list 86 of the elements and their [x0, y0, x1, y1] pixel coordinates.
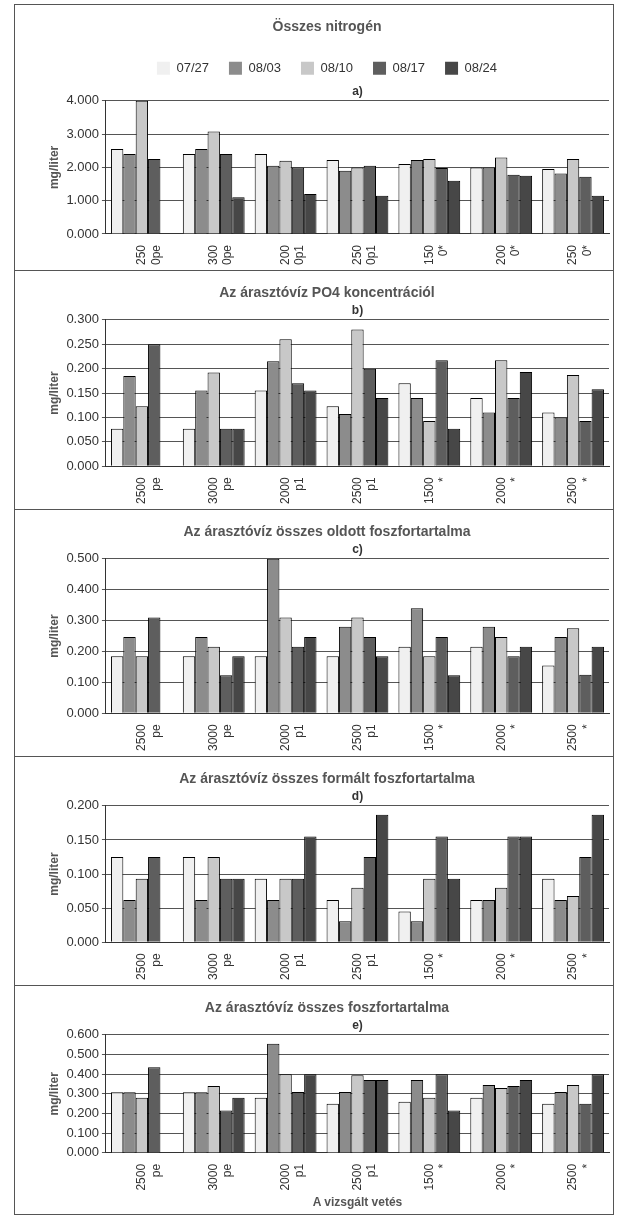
- x-tick-label: 2500 p1: [349, 476, 379, 505]
- text: c): [352, 542, 363, 557]
- y-tick-label: 0.300: [66, 1085, 99, 1101]
- y-tick-label: 0.000: [66, 1144, 99, 1160]
- x-tick-label: 250 0*: [565, 244, 594, 266]
- x-tick-label: 3000 pe: [206, 476, 235, 505]
- y-tick-label: 0.200: [66, 797, 99, 813]
- x-tick-label: 2000 p1: [277, 1163, 307, 1191]
- x-tick-label: 2000 *: [493, 1163, 522, 1191]
- y-axis-title: mg/liter: [46, 852, 61, 896]
- x-tick-label: 2500 p1: [349, 723, 379, 752]
- y-tick-label: 0.300: [66, 311, 99, 327]
- x-tick-label: 2500 pe: [134, 723, 163, 752]
- y-axis-title: mg/liter: [46, 614, 61, 658]
- x-tick-label: 2000 *: [493, 476, 522, 505]
- text: b): [351, 303, 364, 318]
- text: d): [351, 789, 364, 804]
- x-tick-label: 2500 *: [565, 952, 594, 981]
- x-tick-label: 1500 *: [421, 1163, 451, 1191]
- y-tick-label: 2.000: [66, 158, 99, 174]
- y-tick-label: 0.000: [66, 704, 99, 720]
- y-tick-label: 0.100: [66, 673, 99, 689]
- chart-title: Az árasztóvíz összes oldott foszfortartalma: [183, 523, 471, 540]
- chart-title: Az árasztóvíz PO4 koncentrációl: [219, 284, 435, 301]
- x-tick-label: 1500 *: [421, 723, 451, 752]
- x-tick-label: 250 0pe: [134, 244, 163, 266]
- y-tick-label: 0.400: [66, 581, 99, 597]
- legend-label: 08/03: [248, 59, 281, 75]
- text: e): [352, 1018, 363, 1033]
- y-tick-label: 0.150: [66, 384, 99, 400]
- y-tick-label: 1.000: [66, 192, 99, 208]
- y-axis-title: mg/liter: [46, 145, 61, 190]
- x-tick-label: 2500 pe: [134, 952, 163, 981]
- chart-title: Összes nitrogén: [272, 18, 382, 35]
- chart-title: Az árasztóvíz összes foszfortartalma: [204, 999, 450, 1016]
- y-tick-label: 0.200: [66, 643, 99, 659]
- y-tick-label: 0.150: [66, 831, 99, 847]
- legend-label: 07/27: [176, 59, 209, 75]
- y-tick-label: 0.050: [66, 899, 99, 915]
- x-tick-label: 2500 p1: [349, 952, 379, 981]
- x-tick-label: 2000 p1: [277, 476, 307, 505]
- x-tick-label: 250 0p1: [349, 244, 379, 266]
- x-axis-title: A vizsgált vetés: [312, 1195, 403, 1210]
- y-axis-title: mg/liter: [46, 371, 61, 415]
- x-tick-label: 150 0*: [421, 244, 451, 266]
- x-tick-label: 2500 *: [565, 1163, 594, 1191]
- y-tick-label: 0.100: [66, 1124, 99, 1140]
- x-tick-label: 2000 p1: [277, 952, 307, 981]
- y-tick-label: 4.000: [66, 92, 99, 108]
- x-tick-label: 2500 *: [565, 476, 594, 505]
- y-tick-label: 0.100: [66, 409, 99, 425]
- legend-label: 08/24: [464, 59, 498, 75]
- y-tick-label: 0.300: [66, 612, 99, 628]
- legend-label: 08/17: [392, 59, 426, 75]
- y-tick-label: 0.500: [66, 1046, 99, 1062]
- y-tick-label: 0.200: [66, 1105, 99, 1121]
- y-tick-label: 0.400: [66, 1065, 99, 1081]
- y-tick-label: 0.050: [66, 433, 99, 449]
- x-tick-label: 3000 pe: [206, 952, 235, 981]
- y-tick-label: 0.100: [66, 865, 99, 881]
- x-tick-label: 2500 pe: [134, 476, 163, 505]
- legend-label: 08/10: [320, 59, 354, 75]
- x-tick-label: 2000 p1: [277, 723, 307, 752]
- x-tick-label: 3000 pe: [206, 1163, 235, 1191]
- x-tick-label: 2500 p1: [349, 1163, 379, 1191]
- x-tick-label: 2000 *: [493, 952, 522, 981]
- y-tick-label: 0.000: [66, 933, 99, 949]
- x-tick-label: 1500 *: [421, 476, 451, 505]
- x-tick-label: 2000 *: [493, 723, 522, 752]
- text: a): [352, 84, 363, 99]
- x-tick-label: 2500 pe: [134, 1163, 163, 1191]
- x-tick-label: 300 0pe: [206, 244, 235, 266]
- y-tick-label: 0.200: [66, 360, 99, 376]
- y-tick-label: 0.000: [66, 225, 99, 241]
- x-tick-label: 1500 *: [421, 952, 451, 981]
- y-axis-title: mg/liter: [46, 1071, 61, 1116]
- y-tick-label: 3.000: [66, 125, 99, 141]
- x-tick-label: 200 0*: [493, 244, 522, 266]
- x-tick-label: 3000 pe: [206, 723, 235, 752]
- y-tick-label: 0.600: [66, 1026, 99, 1042]
- y-tick-label: 0.500: [66, 550, 99, 566]
- x-tick-label: 2500 *: [565, 723, 594, 752]
- x-tick-label: 200 0p1: [277, 244, 307, 266]
- y-tick-label: 0.000: [66, 457, 99, 473]
- chart-title: Az árasztóvíz összes formált foszfortartalma: [179, 770, 476, 787]
- y-tick-label: 0.250: [66, 335, 99, 351]
